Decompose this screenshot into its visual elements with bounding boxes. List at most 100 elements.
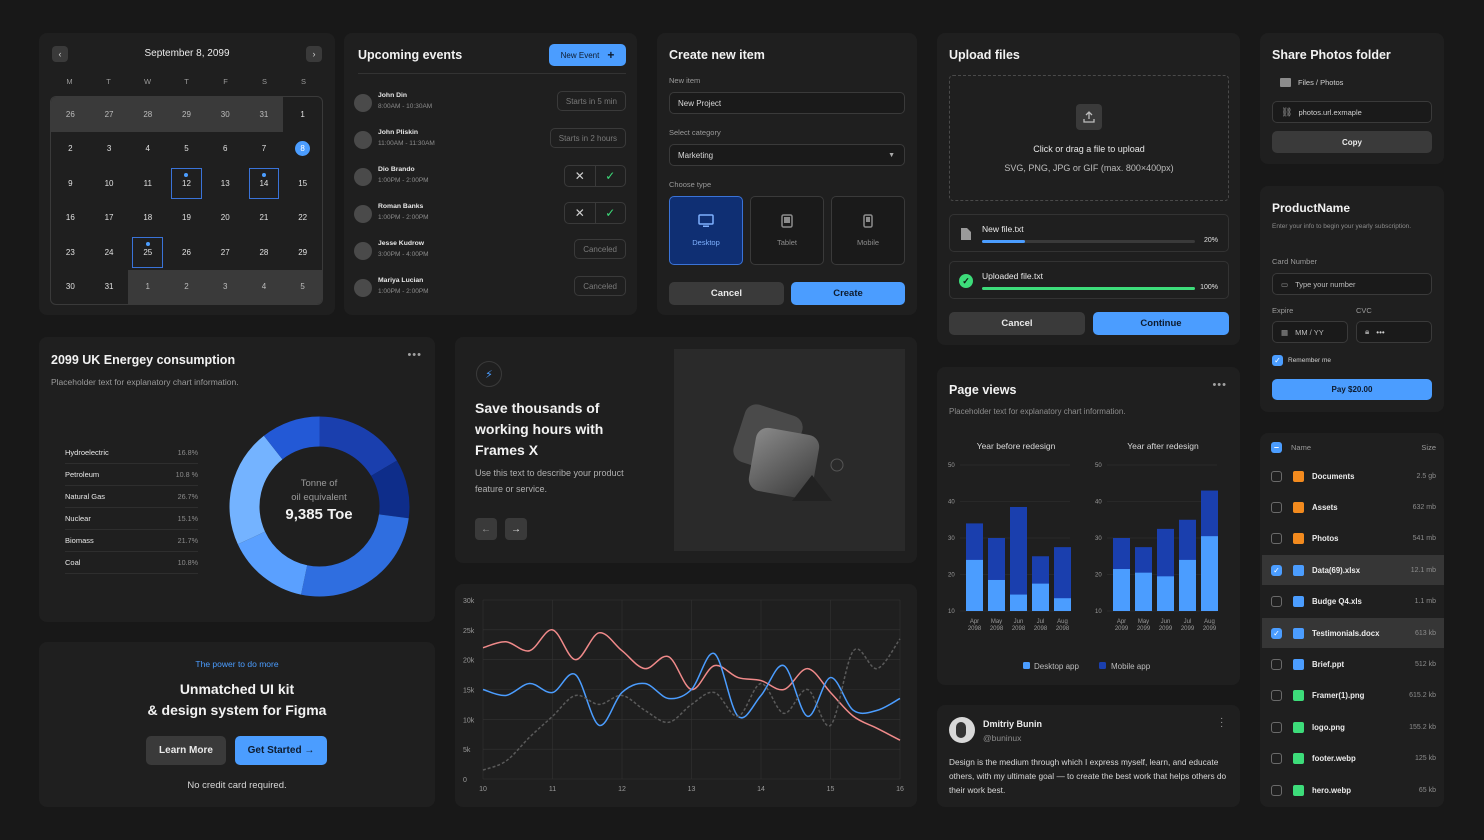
row-checkbox[interactable] [1271, 753, 1282, 765]
calendar-day[interactable]: 31 [90, 270, 129, 305]
file-row[interactable]: ✓ Data(69).xlsx 12.1 mb [1262, 555, 1444, 586]
share-url-input[interactable]: ⛓ photos.url.exmaple [1272, 101, 1432, 123]
file-row[interactable]: Brief.ppt 512 kb [1262, 649, 1444, 679]
accept-icon[interactable]: ✓ [605, 169, 616, 183]
calendar-day[interactable]: 4 [244, 269, 284, 304]
decline-icon[interactable]: ✕ [565, 166, 596, 186]
calendar-day[interactable]: 21 [245, 201, 284, 236]
calendar-day[interactable]: 17 [90, 201, 129, 236]
calendar-day[interactable]: 30 [51, 270, 90, 305]
expire-input[interactable]: ▦ MM / YY [1272, 321, 1348, 343]
calendar-day[interactable]: 20 [206, 201, 245, 236]
row-checkbox[interactable] [1271, 533, 1282, 545]
cancel-button[interactable]: Cancel [669, 282, 784, 305]
calendar-day[interactable]: 10 [90, 166, 129, 201]
day-number: 30 [220, 109, 230, 119]
row-checkbox[interactable]: ✓ [1271, 627, 1282, 639]
row-checkbox[interactable] [1271, 658, 1282, 670]
more-icon[interactable]: ••• [407, 349, 422, 361]
calendar-day[interactable]: 18 [128, 201, 167, 236]
upload-cancel-button[interactable]: Cancel [949, 312, 1085, 335]
calendar-day[interactable]: 31 [244, 97, 284, 132]
file-row[interactable]: Assets 632 mb [1262, 492, 1444, 522]
calendar-day[interactable]: 9 [51, 166, 90, 201]
calendar-day[interactable]: 12 [167, 166, 206, 201]
calendar-day[interactable]: 5 [167, 132, 206, 167]
row-checkbox[interactable] [1271, 721, 1282, 733]
next-arrow-button[interactable]: → [505, 518, 527, 540]
remember-checkbox[interactable]: ✓ [1272, 355, 1283, 366]
y-tick-label: 10k [463, 717, 475, 724]
calendar-day[interactable]: 24 [90, 235, 129, 270]
item-name-input[interactable]: New Project [669, 92, 905, 114]
calendar-day[interactable]: 22 [283, 201, 322, 236]
file-row[interactable]: Documents 2.5 gb [1262, 461, 1444, 491]
calendar-day[interactable]: 19 [167, 201, 206, 236]
row-checkbox[interactable] [1271, 596, 1282, 608]
calendar-day[interactable]: 3 [205, 269, 245, 304]
prev-month-button[interactable]: ‹ [52, 46, 68, 62]
calendar-day[interactable]: 26 [51, 97, 90, 132]
row-checkbox[interactable] [1271, 501, 1282, 513]
calendar-day[interactable]: 4 [128, 132, 167, 167]
calendar-day[interactable]: 2 [51, 132, 90, 167]
type-tablet[interactable]: Tablet [750, 196, 824, 265]
file-row[interactable]: logo.png 155.2 kb [1262, 712, 1444, 742]
get-started-button[interactable]: Get Started → [235, 736, 327, 765]
continue-button[interactable]: Continue [1093, 312, 1229, 335]
cvc-input[interactable]: 🔒︎ ••• [1356, 321, 1432, 343]
calendar-day[interactable]: 28 [245, 235, 284, 270]
calendar-day[interactable]: 2 [167, 269, 206, 304]
row-checkbox[interactable] [1271, 784, 1282, 796]
category-select[interactable]: Marketing ▼ [669, 144, 905, 166]
calendar-day[interactable]: 30 [205, 97, 245, 132]
type-desktop[interactable]: Desktop [669, 196, 743, 265]
calendar-day[interactable]: 11 [128, 166, 167, 201]
calendar-day[interactable]: 27 [89, 97, 129, 132]
row-checkbox[interactable] [1271, 470, 1282, 482]
calendar-day[interactable]: 27 [206, 235, 245, 270]
more-icon[interactable]: ••• [1212, 379, 1227, 391]
file-row[interactable]: footer.webp 125 kb [1262, 744, 1444, 774]
calendar-day[interactable]: 14 [245, 166, 284, 201]
calendar-day[interactable]: 25 [128, 235, 167, 270]
card-number-input[interactable]: ▭ Type your number [1272, 273, 1432, 295]
kebab-menu-icon[interactable]: · · · [1220, 713, 1224, 732]
pay-button[interactable]: Pay $20.00 [1272, 379, 1432, 400]
file-row[interactable]: Budge Q4.xls 1.1 mb [1262, 587, 1444, 617]
dropzone[interactable]: Click or drag a file to upload SVG, PNG,… [949, 75, 1229, 201]
calendar-day[interactable]: 3 [90, 132, 129, 167]
calendar-day[interactable]: 1 [128, 269, 168, 304]
select-all-checkbox[interactable]: – [1271, 441, 1282, 453]
calendar-day[interactable]: 6 [206, 132, 245, 167]
file-row[interactable]: Framer(1).png 615.2 kb [1262, 681, 1444, 711]
copy-button[interactable]: Copy [1272, 131, 1432, 153]
calendar-day[interactable]: 26 [167, 235, 206, 270]
calendar-day[interactable]: 16 [51, 201, 90, 236]
learn-more-button[interactable]: Learn More [146, 736, 226, 765]
file-row[interactable]: ✓ Testimonials.docx 613 kb [1262, 618, 1444, 648]
calendar-day[interactable]: 15 [283, 166, 322, 201]
type-mobile[interactable]: Mobile [831, 196, 905, 265]
next-month-button[interactable]: › [306, 46, 322, 62]
calendar-day[interactable]: 29 [283, 235, 322, 270]
create-button[interactable]: Create [791, 282, 905, 305]
decline-icon[interactable]: ✕ [565, 203, 596, 223]
calendar-day[interactable]: 5 [283, 269, 322, 304]
calendar-day[interactable]: 7 [245, 132, 284, 167]
row-checkbox[interactable]: ✓ [1271, 564, 1282, 576]
new-event-button[interactable]: New Event + [549, 44, 626, 66]
calendar-day[interactable]: 1 [283, 97, 322, 132]
calendar-day[interactable]: 29 [167, 97, 206, 132]
calendar-day[interactable]: 23 [51, 235, 90, 270]
prev-arrow-button[interactable]: ← [475, 518, 497, 540]
name-column-header[interactable]: Name [1291, 442, 1312, 452]
size-column-header[interactable]: Size [1421, 442, 1436, 452]
file-row[interactable]: hero.webp 65 kb [1262, 775, 1444, 805]
row-checkbox[interactable] [1271, 690, 1282, 702]
file-row[interactable]: Photos 541 mb [1262, 524, 1444, 554]
accept-icon[interactable]: ✓ [605, 206, 616, 220]
calendar-day[interactable]: 28 [128, 97, 168, 132]
calendar-day[interactable]: 8 [283, 132, 322, 167]
calendar-day[interactable]: 13 [206, 166, 245, 201]
